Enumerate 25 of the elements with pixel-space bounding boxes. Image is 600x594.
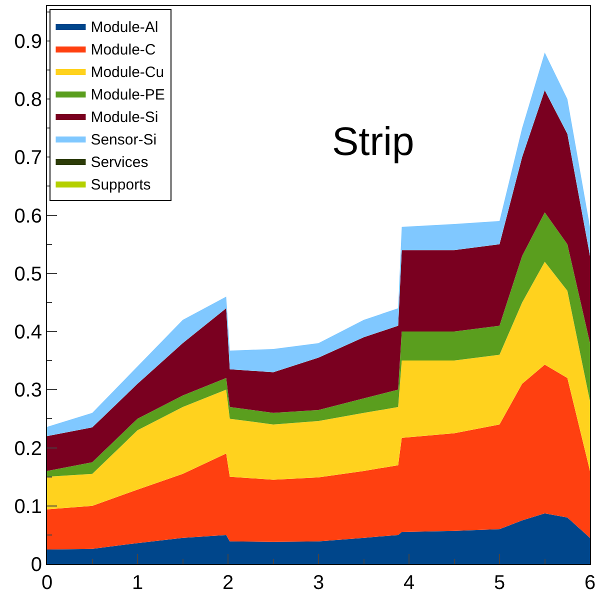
y-tick-label: 0.8: [14, 89, 42, 111]
legend-label: Supports: [90, 176, 151, 194]
y-tick-label: 0: [30, 554, 42, 576]
y-tick-label: 0.4: [14, 322, 42, 344]
x-tick-label: 3: [312, 572, 324, 594]
y-tick-label: 0.7: [14, 147, 42, 170]
y-tick-label: 0.1: [14, 496, 42, 518]
x-tick-label: 4: [403, 572, 415, 594]
x-tick-label: 5: [494, 572, 506, 594]
annotation: Strip: [332, 120, 414, 164]
x-tick-label: 1: [132, 572, 144, 594]
y-tick-label: 0.5: [14, 263, 42, 286]
y-tick-label: 0.9: [14, 30, 42, 53]
y-tick-label: 0.3: [14, 380, 42, 402]
legend-label: Services: [90, 154, 148, 171]
x-tick-label: 6: [584, 572, 596, 594]
x-tick-label: 2: [222, 572, 234, 594]
y-tick-label: 0.2: [14, 438, 42, 460]
legend-label: Sensor-Si: [90, 131, 157, 148]
legend-label: Module-PE: [90, 86, 165, 104]
legend-label: Module-Si: [90, 108, 158, 126]
legend-label: Module-C: [90, 41, 156, 58]
legend-label: Module-Cu: [90, 64, 164, 81]
legend-label: Module-Al: [90, 18, 158, 36]
y-tick-label: 0.6: [14, 205, 42, 228]
